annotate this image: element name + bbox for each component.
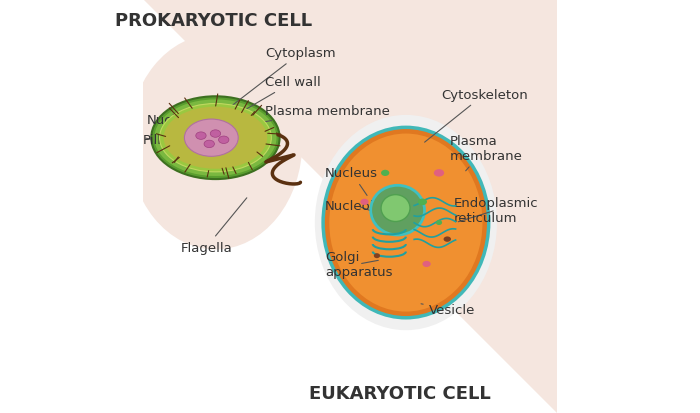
Text: Vesicle: Vesicle	[421, 303, 475, 316]
Text: Cytoskeleton: Cytoskeleton	[425, 88, 528, 143]
Ellipse shape	[155, 100, 276, 177]
Text: Flagella: Flagella	[181, 198, 247, 254]
Text: Nucleus: Nucleus	[326, 167, 378, 196]
Text: PROKARYOTIC CELL: PROKARYOTIC CELL	[115, 12, 312, 30]
Ellipse shape	[204, 141, 214, 148]
Text: Plasma membrane: Plasma membrane	[247, 105, 390, 126]
Ellipse shape	[323, 128, 489, 318]
Ellipse shape	[218, 137, 229, 144]
Ellipse shape	[418, 199, 427, 206]
Ellipse shape	[436, 221, 442, 225]
Ellipse shape	[381, 170, 389, 176]
Ellipse shape	[374, 254, 380, 259]
Ellipse shape	[434, 170, 444, 177]
Polygon shape	[143, 0, 557, 413]
Ellipse shape	[160, 104, 272, 172]
Text: Cytoplasm: Cytoplasm	[230, 47, 336, 108]
Text: Nucleolus: Nucleolus	[326, 200, 390, 214]
Ellipse shape	[151, 97, 279, 180]
Ellipse shape	[444, 237, 451, 242]
Ellipse shape	[423, 261, 430, 268]
Text: Plasma
membrane: Plasma membrane	[449, 135, 522, 171]
Ellipse shape	[329, 134, 482, 312]
Ellipse shape	[371, 186, 424, 235]
Ellipse shape	[196, 133, 206, 140]
Text: Golgi
apparatus: Golgi apparatus	[326, 250, 393, 278]
Ellipse shape	[164, 107, 267, 169]
Ellipse shape	[184, 120, 238, 157]
Ellipse shape	[129, 35, 302, 250]
Ellipse shape	[360, 199, 369, 205]
Text: Nucleoid: Nucleoid	[147, 113, 205, 132]
Text: Endoplasmic
reticulum: Endoplasmic reticulum	[454, 197, 538, 225]
Text: EUKARYOTIC CELL: EUKARYOTIC CELL	[309, 384, 491, 402]
Text: Cell wall: Cell wall	[239, 76, 321, 114]
Ellipse shape	[381, 195, 410, 222]
Text: Pilli: Pilli	[143, 134, 166, 147]
Ellipse shape	[210, 131, 220, 138]
Ellipse shape	[315, 116, 497, 330]
